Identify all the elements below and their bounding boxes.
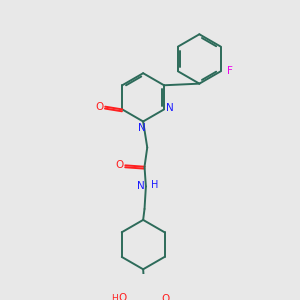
Text: N: N	[136, 182, 144, 191]
Text: O: O	[161, 294, 170, 300]
Text: O: O	[118, 293, 127, 300]
Text: H: H	[151, 180, 158, 190]
Text: O: O	[115, 160, 123, 170]
Text: N: N	[138, 122, 146, 133]
Text: O: O	[95, 102, 103, 112]
Text: N: N	[166, 103, 174, 113]
Text: F: F	[226, 66, 232, 76]
Text: H: H	[111, 294, 118, 300]
